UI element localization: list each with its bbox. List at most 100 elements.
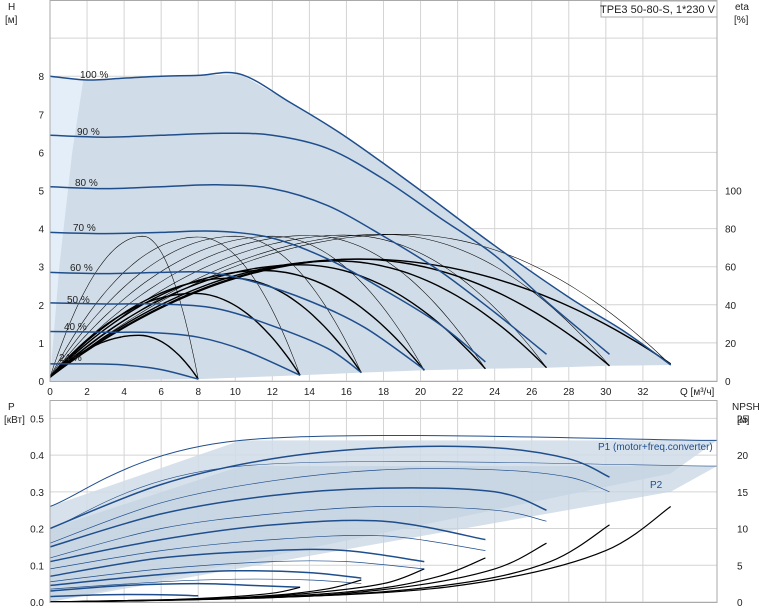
qh-x-tick-label: 24 xyxy=(489,387,501,398)
qh-eta-tick-label: 100 xyxy=(725,187,742,198)
p1-envelope-edge xyxy=(49,435,718,507)
qh-plot-frame xyxy=(49,0,718,382)
power-right-axis-unit: [м] xyxy=(737,415,750,426)
efficiency-curve-12 xyxy=(49,235,425,378)
p2-curve-2 xyxy=(49,535,486,570)
speed-curve-50pct xyxy=(49,302,362,374)
speed-curve-label: 60 % xyxy=(70,263,93,274)
efficiency-curve-3 xyxy=(49,264,486,378)
power-right-axis-label-top: NPSH xyxy=(732,402,760,413)
qh-x-tick-label: 20 xyxy=(415,387,427,398)
power-y-tick-label: 0.2 xyxy=(30,525,44,536)
p1-curve-3 xyxy=(49,548,425,578)
qh-y-axis-label-top: H xyxy=(8,2,15,13)
efficiency-curve-2 xyxy=(49,260,548,378)
p2-curve-0 xyxy=(49,468,610,544)
speed-curve-24pct xyxy=(49,363,199,380)
power-y-axis-unit: [кВт] xyxy=(4,415,25,426)
npsh-tick-label: 15 xyxy=(737,488,749,499)
p2-envelope-edge xyxy=(49,461,718,529)
qh-x-tick-label: 22 xyxy=(452,387,464,398)
efficiency-curve-11 xyxy=(49,235,486,378)
qh-panel: 100 %90 %80 %70 %60 %50 %40 %24 %0123456… xyxy=(38,0,742,398)
qh-y-tick-label: 6 xyxy=(38,148,44,159)
efficiency-curve-7 xyxy=(49,334,199,380)
qh-x-tick-label: 28 xyxy=(563,387,575,398)
speed-curve-60pct xyxy=(49,270,425,371)
npsh-tick-label: 0 xyxy=(737,598,743,609)
qh-y-tick-label: 0 xyxy=(38,377,44,388)
qh-min-flow-region xyxy=(50,76,84,381)
efficiency-curve-13 xyxy=(49,235,362,378)
qh-x-tick-label: 4 xyxy=(121,387,127,398)
qh-y-axis-unit: [м] xyxy=(5,15,18,26)
p2-curve-4 xyxy=(49,578,362,590)
qh-x-tick-label: 6 xyxy=(158,387,164,398)
speed-curve-label: 90 % xyxy=(77,127,100,138)
qh-x-tick-label: 32 xyxy=(637,387,649,398)
speed-curve-100pct xyxy=(49,71,672,366)
speed-curve-70pct xyxy=(49,230,486,363)
qh-y-tick-label: 2 xyxy=(38,301,44,312)
qh-operating-envelope xyxy=(50,74,671,382)
efficiency-curve-15 xyxy=(49,235,199,380)
p2-curve-1 xyxy=(49,506,547,559)
qh-x-tick-label: 26 xyxy=(526,387,538,398)
p1-curve-6 xyxy=(49,593,199,598)
speed-curve-label: 100 % xyxy=(80,70,108,81)
npsh-tick-label: 5 xyxy=(737,561,743,572)
qh-y-tick-label: 7 xyxy=(38,110,44,121)
chart-title: TPE3 50-80-S, 1*230 V xyxy=(600,4,716,16)
qh-eta-tick-label: 80 xyxy=(725,225,737,236)
efficiency-curve-9 xyxy=(49,234,610,378)
power-panel: 0.0 0.1 0.2 0.3 0.4 0.5 0 5 10 15 20 25 xyxy=(30,400,749,609)
npsh-tick-label: 10 xyxy=(737,525,749,536)
p2-envelope xyxy=(50,466,717,602)
qh-y-tick-label: 4 xyxy=(38,225,44,236)
qh-right-axis-unit: [%] xyxy=(734,15,749,26)
power-y-axis-label-top: P xyxy=(8,402,15,413)
p1-curve-4 xyxy=(49,569,362,587)
speed-curve-label: 24 % xyxy=(59,353,82,364)
qh-eta-tick-label: 40 xyxy=(725,301,737,312)
efficiency-curve-14 xyxy=(49,236,301,378)
power-y-tick-label: 0.5 xyxy=(30,414,44,425)
qh-x-tick-label: 30 xyxy=(600,387,612,398)
qh-right-axis-label-top: eta xyxy=(735,2,749,13)
p2-curve-3 xyxy=(49,560,425,583)
qh-x-tick-label: 18 xyxy=(378,387,390,398)
qh-y-tick-label: 3 xyxy=(38,263,44,274)
qh-x-tick-label: 14 xyxy=(304,387,316,398)
chart-title-box xyxy=(600,0,718,18)
speed-curve-40pct xyxy=(49,330,301,376)
qh-eta-tick-label: 0 xyxy=(725,377,731,388)
qh-y-tick-label: 8 xyxy=(38,72,44,83)
qh-x-tick-label: 10 xyxy=(230,387,242,398)
qh-x-axis-label: Q [м³/ч] xyxy=(680,387,715,398)
qh-x-tick-label: 12 xyxy=(267,387,279,398)
qh-x-tick-label: 2 xyxy=(84,387,90,398)
efficiency-curve-8 xyxy=(49,234,671,378)
chart-text-layer: TPE3 50-80-S, 1*230 V H [м] eta [%] Q [м… xyxy=(4,2,760,491)
qh-y-tick-label: 5 xyxy=(38,187,44,198)
p1-curve-5 xyxy=(49,582,301,592)
qh-x-tick-label: 0 xyxy=(47,387,53,398)
p1-curve-2 xyxy=(49,519,486,563)
p1-curve-1 xyxy=(49,487,547,548)
speed-curve-label: 80 % xyxy=(75,178,98,189)
qh-x-tick-label: 16 xyxy=(341,387,353,398)
speed-curve-90pct xyxy=(49,132,610,355)
npsh-tick-label: 20 xyxy=(737,451,749,462)
npsh-curve-6 xyxy=(49,586,301,603)
efficiency-curve-6 xyxy=(49,292,301,378)
npsh-tick-label: 25 xyxy=(737,414,749,425)
speed-curve-label: 40 % xyxy=(64,322,87,333)
qh-y-tick-label: 1 xyxy=(38,339,44,350)
series-label-p1: P1 (motor+freq.converter) xyxy=(598,442,713,453)
qh-eta-tick-label: 20 xyxy=(725,339,737,350)
speed-curve-label: 70 % xyxy=(73,223,96,234)
p1-curve-0 xyxy=(49,445,610,530)
qh-x-tick-label: 8 xyxy=(195,387,201,398)
